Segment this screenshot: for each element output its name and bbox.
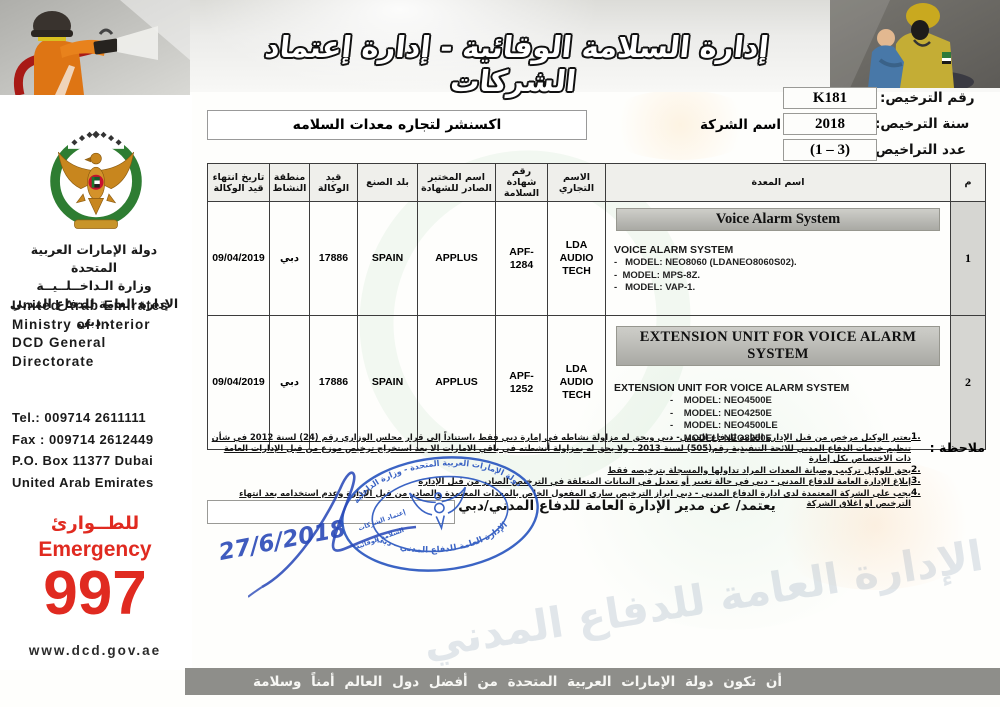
notes-section: ملاحظة : 1. يعتبر الوكيل مرخص من قبل الإ… <box>207 430 985 510</box>
model-line: - MODEL: NEO4500E <box>670 395 772 406</box>
col-agency-reg: قيد الوكالة <box>309 163 358 202</box>
cell-equipment: Voice Alarm System VOICE ALARM SYSTEM - … <box>605 201 951 316</box>
tel-line: Tel.: 009714 2611111 <box>12 410 147 425</box>
equipment-title: VOICE ALARM SYSTEM <box>614 244 734 256</box>
cell-cert-no: APF-1252 <box>495 315 548 450</box>
ministry-english-lines: United Arab Emirates Ministry of Interio… <box>12 297 188 371</box>
cell-trade-name: LDA AUDIO TECH <box>547 315 606 450</box>
company-name-value: اكسنشر لتجاره معدات السلامه <box>207 110 587 140</box>
cell-lab: APPLUS <box>417 201 496 316</box>
company-name-label: اسم الشركة <box>700 117 782 133</box>
emergency-number: 997 <box>43 559 147 628</box>
table-header-row: م اسم المعدة الاسم التجاري رقم شهادة الس… <box>207 163 986 202</box>
license-number-label: رقم الترخيص: <box>880 90 975 106</box>
model-line: - MODEL: MPS-8Z. <box>614 269 701 281</box>
note-text: يجب على الشركة المعتمدة لدى ادارة الدفاع… <box>239 487 911 509</box>
org-ar-line: الإدارة العامة للدفاع المدني . دبي <box>9 296 179 329</box>
cell-equipment: EXTENSION UNIT FOR VOICE ALARM SYSTEM EX… <box>605 315 951 450</box>
emergency-arabic-label: للطــوارئ <box>50 513 140 534</box>
cell-activity-area: دبي <box>269 201 310 316</box>
cell-agency-reg: 17886 <box>309 315 358 450</box>
license-year-label: سنة الترخيص: <box>875 116 970 132</box>
org-ar-line: دولة الإمارات العربية المتحدة <box>30 242 158 275</box>
cell-trade-name: LDA AUDIO TECH <box>547 201 606 316</box>
notes-label: ملاحظة : <box>929 440 985 455</box>
website-url: www.dcd.gov.ae <box>28 643 162 658</box>
note-item: 1. يعتبر الوكيل مرخص من قبل الإدارة العا… <box>207 432 927 464</box>
model-line: - MODEL: NEO4250E <box>670 407 772 419</box>
watermark-peach-blob <box>760 460 990 590</box>
cell-activity-area: دبي <box>269 315 310 450</box>
cell-serial: 1 <box>950 201 986 316</box>
civil-defence-stamp: دولة الإمارات العربية المتحدة - وزارة ال… <box>341 450 539 572</box>
cell-agency-reg: 17886 <box>309 201 358 316</box>
note-text: يعتبر الوكيل مرخص من قبل الإدارة العامة … <box>211 432 911 463</box>
col-issuing-lab: اسم المختبر الصادر للشهادة <box>417 163 496 202</box>
license-count-value: (1 – 3) <box>783 139 877 161</box>
firefighter-with-hose-photo <box>0 0 190 95</box>
contact-block: Tel.: 009714 2611111 Fax : 009714 261244… <box>12 407 190 493</box>
country-line: United Arab Emirates <box>12 474 154 490</box>
note-number: 4. <box>911 487 921 498</box>
footer-banner: أن تكون دولة الإمارات العربية المتحدة من… <box>185 668 1000 695</box>
cell-lab: APPLUS <box>417 315 496 450</box>
org-ar-line: وزارة الـداخــلــيــة <box>36 278 152 293</box>
col-trade-name: الاسم التجاري <box>547 163 606 202</box>
notes-items: 1. يعتبر الوكيل مرخص من قبل الإدارة العا… <box>207 430 927 510</box>
ministry-arabic-lines: دولة الإمارات العربية المتحدة وزارة الـد… <box>6 241 182 331</box>
firefighter-rescue-photo <box>830 0 1000 88</box>
cell-cert-no: APF-1284 <box>495 201 548 316</box>
cell-serial: 2 <box>950 315 986 450</box>
model-line: - MODEL: NEO4500LE <box>670 420 778 431</box>
note-number: 3. <box>911 476 921 486</box>
note-number: 2. <box>911 464 921 475</box>
note-text: إبلاغ الإدارة العامة للدفاع المدني - دبي… <box>418 476 911 486</box>
department-title: إدارة السلامة الوقائية - إدارة إعتماد ال… <box>263 30 771 98</box>
note-text: يحق للوكيل تركيب وصيانة المعدات المراد ت… <box>607 464 911 475</box>
license-count-label: عدد التراخيص: <box>870 142 966 158</box>
org-en-line: DCD General Directorate <box>12 335 107 369</box>
model-line: - MODEL: NEO8060 (LDANEO8060S02). <box>614 257 797 268</box>
model-line: - MODEL: NEO8250E <box>670 432 772 444</box>
license-year-value: 2018 <box>783 113 877 135</box>
watermark-peach-blob-small <box>600 90 760 160</box>
table-row: 1 Voice Alarm System VOICE ALARM SYSTEM … <box>207 201 986 316</box>
pobox-line: P.O. Box 11377 Dubai <box>12 453 154 468</box>
equipment-title: EXTENSION UNIT FOR VOICE ALARM SYSTEM <box>614 382 850 394</box>
col-activity-area: منطقة النشاط <box>269 163 310 202</box>
header-band: إدارة السلامة الوقائية - إدارة إعتماد ال… <box>0 0 1000 98</box>
col-safety-cert-no: رقم شهادة السلامة <box>495 163 548 202</box>
org-en-line: Ministry of Interior <box>12 316 151 332</box>
license-number-value: K181 <box>783 87 877 109</box>
note-number: 1. <box>911 432 921 442</box>
note-item: 2. يحق للوكيل تركيب وصيانة المعدات المرا… <box>207 465 927 476</box>
uae-emblem-icon <box>50 129 142 229</box>
org-en-line: United Arab Emirates <box>12 298 169 313</box>
cell-expiry: 09/04/2019 <box>207 315 270 450</box>
col-equipment-name: اسم المعدة <box>605 163 951 202</box>
sidebar: دولة الإمارات العربية المتحدة وزارة الـد… <box>0 95 192 670</box>
handwritten-signature <box>248 471 417 598</box>
note-item: 3. إبلاغ الإدارة العامة للدفاع المدني - … <box>207 476 927 487</box>
col-country: بلد الصنع <box>357 163 418 202</box>
equipment-banner: EXTENSION UNIT FOR VOICE ALARM SYSTEM <box>616 326 940 366</box>
note-item: 4. يجب على الشركة المعتمدة لدى ادارة الد… <box>207 488 927 509</box>
emergency-english-label: Emergency <box>38 538 152 561</box>
col-agency-expiry: تاريخ انتهاء قيد الوكالة <box>207 163 270 202</box>
table-row: 2 EXTENSION UNIT FOR VOICE ALARM SYSTEM … <box>207 315 986 450</box>
cell-country: SPAIN <box>357 315 418 450</box>
equipment-banner: Voice Alarm System <box>616 208 940 231</box>
col-serial: م <box>950 163 986 202</box>
stamp-falcon-icon <box>408 486 467 531</box>
fax-line: Fax : 009714 2612449 <box>12 431 154 447</box>
model-line: - MODEL: VAP-1. <box>614 282 696 293</box>
cell-expiry: 09/04/2019 <box>207 201 270 316</box>
cell-country: SPAIN <box>357 201 418 316</box>
footer-slogan: أن تكون دولة الإمارات العربية المتحدة من… <box>252 673 783 690</box>
equipment-table: م اسم المعدة الاسم التجاري رقم شهادة الس… <box>207 163 986 450</box>
